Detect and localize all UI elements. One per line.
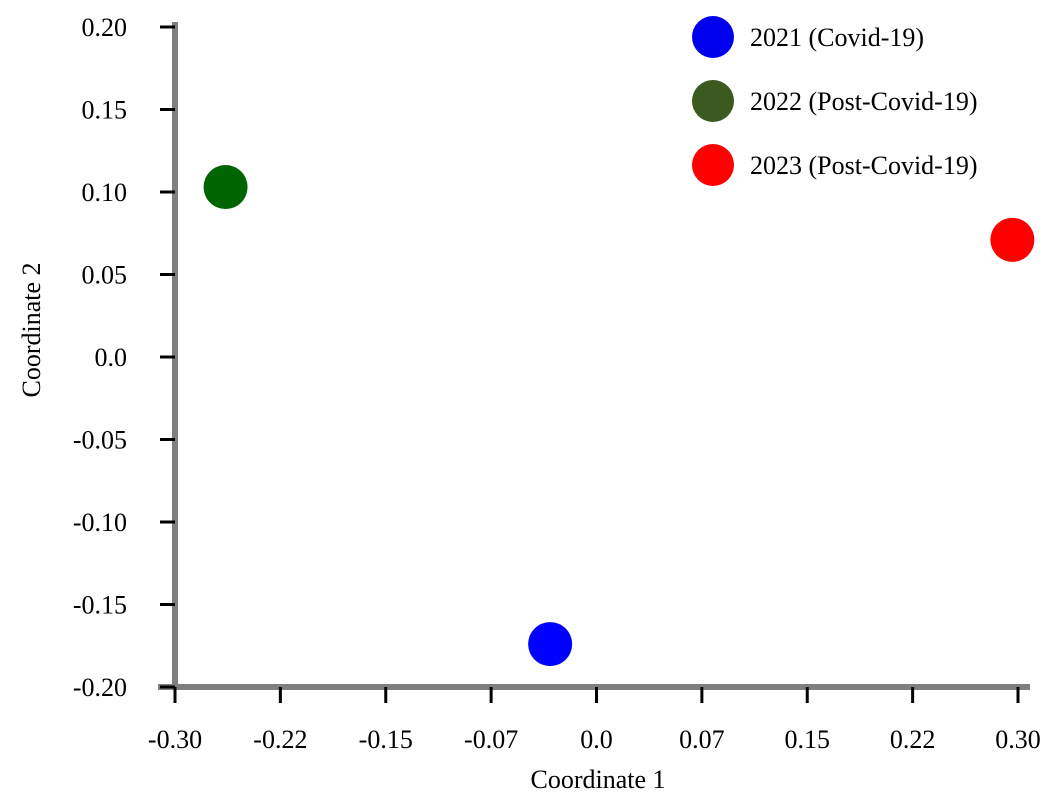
x-tick-label: -0.15 [359, 725, 413, 754]
legend-label: 2022 (Post-Covid-19) [750, 87, 978, 116]
legend-marker [692, 80, 734, 122]
x-ticks: -0.30 -0.22 -0.15 -0.07 0.0 0.07 0.15 0.22 0.30 [148, 687, 1041, 754]
x-axis-title: Coordinate 1 [530, 765, 665, 794]
y-tick-label: -0.15 [73, 591, 127, 620]
data-point [203, 165, 248, 210]
y-tick-label: 0.05 [82, 261, 128, 290]
x-tick-label: -0.07 [464, 725, 518, 754]
axes [158, 22, 1030, 690]
x-tick-label: -0.30 [148, 725, 202, 754]
x-tick-label: 0.30 [995, 725, 1041, 754]
x-tick-label: 0.22 [890, 725, 936, 754]
legend: 2021 (Covid-19) 2022 (Post-Covid-19) 2023 … [692, 16, 978, 186]
legend-item: 2023 (Post-Covid-19) [692, 144, 978, 186]
y-axis-title: Coordinate 2 [17, 262, 46, 397]
x-tick-label: 0.07 [679, 725, 725, 754]
y-tick-label: -0.10 [73, 508, 127, 537]
y-tick-label: 0.15 [82, 96, 128, 125]
y-tick-label: 0.0 [95, 343, 128, 372]
y-tick-label: -0.05 [73, 426, 127, 455]
x-tick-label: 0.0 [580, 725, 613, 754]
data-point [990, 217, 1035, 262]
legend-marker [692, 16, 734, 58]
y-tick-label: 0.10 [82, 178, 128, 207]
y-tick-label: 0.20 [82, 13, 128, 42]
x-tick-label: 0.15 [785, 725, 831, 754]
legend-item: 2022 (Post-Covid-19) [692, 80, 978, 122]
x-tick-label: -0.22 [253, 725, 307, 754]
y-ticks: 0.20 0.15 0.10 0.05 0.0 -0.05 -0.10 -0.15 -0.20 [73, 13, 175, 702]
legend-label: 2023 (Post-Covid-19) [750, 151, 978, 180]
legend-item: 2021 (Covid-19) [692, 16, 924, 58]
legend-marker [692, 144, 734, 186]
data-point [528, 622, 573, 667]
y-tick-label: -0.20 [73, 673, 127, 702]
legend-label: 2021 (Covid-19) [750, 23, 924, 52]
data-points [203, 165, 1035, 667]
